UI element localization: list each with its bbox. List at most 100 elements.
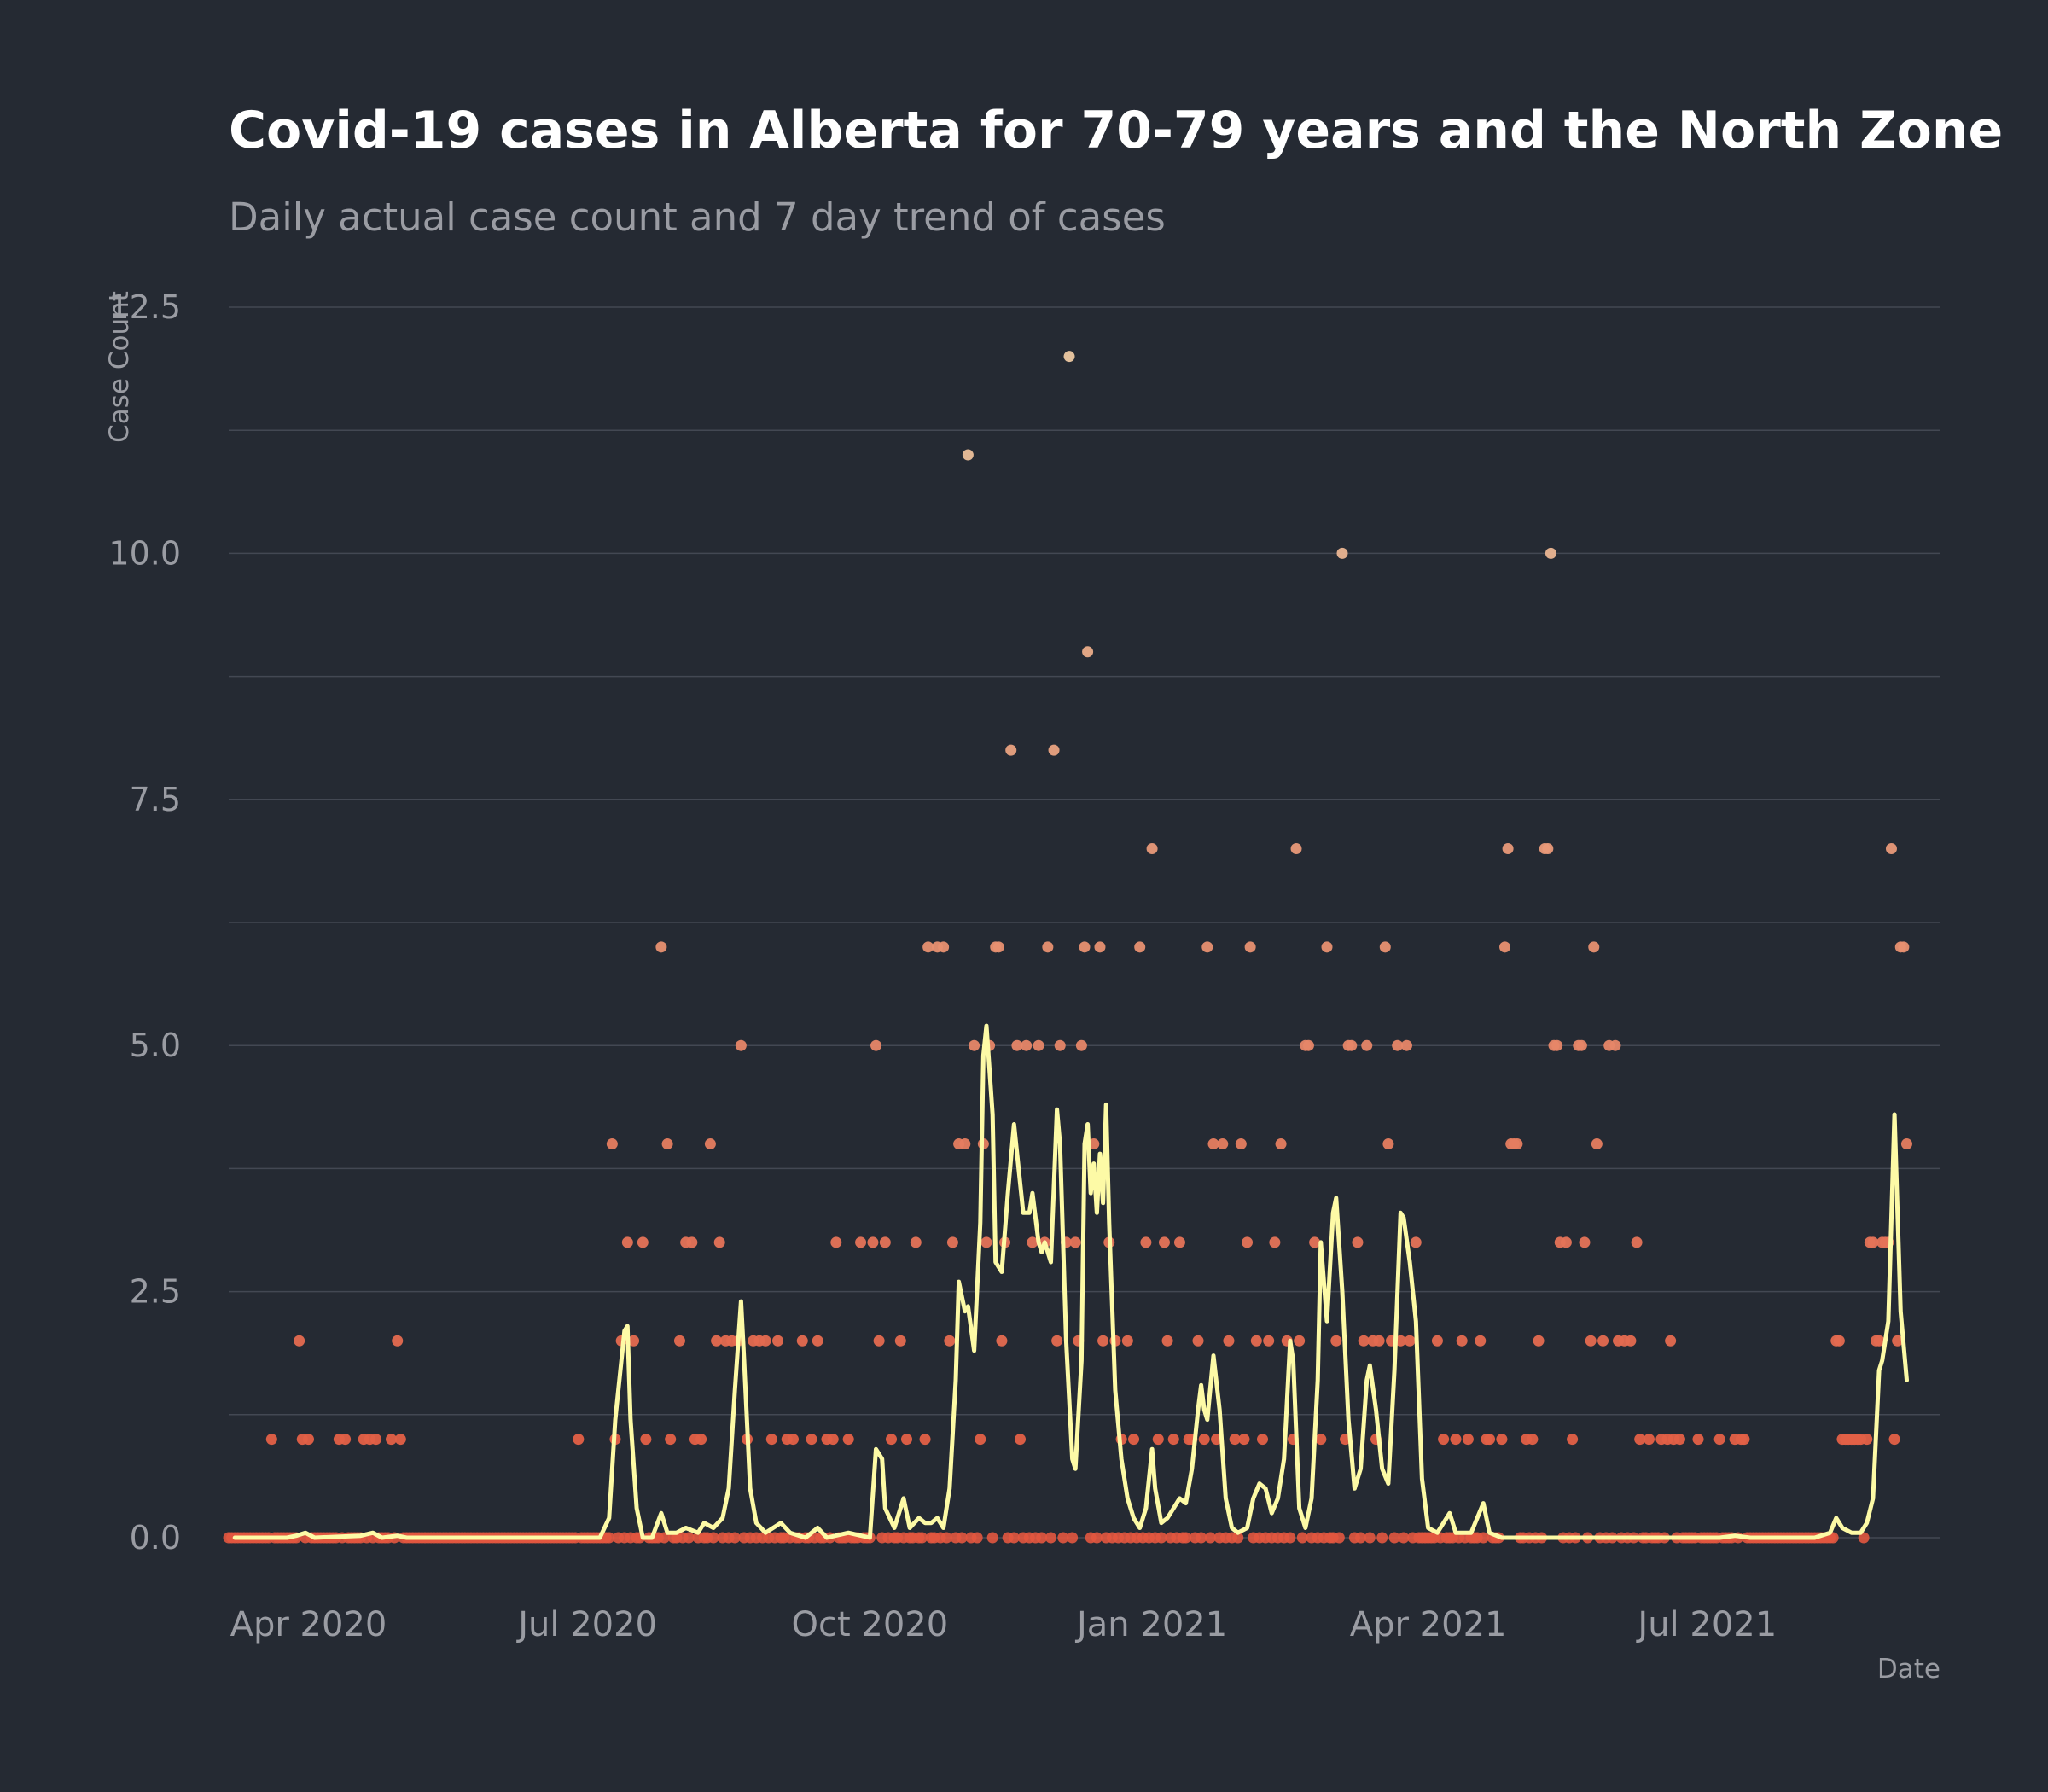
data-point (873, 1335, 885, 1347)
data-point (1475, 1335, 1487, 1347)
data-point (1346, 1039, 1358, 1051)
data-point (1198, 1434, 1210, 1446)
data-point (1867, 1236, 1879, 1248)
x-tick-label: Jul 2021 (1635, 1605, 1777, 1644)
data-point (971, 1532, 983, 1544)
data-point (1067, 1532, 1079, 1544)
data-point (1161, 1335, 1173, 1347)
data-point (640, 1434, 652, 1446)
data-point (772, 1335, 784, 1347)
chart-subtitle: Daily actual case count and 7 day trend … (229, 195, 1166, 240)
data-point (1591, 1138, 1603, 1150)
data-point (938, 941, 950, 953)
data-point (1643, 1434, 1655, 1446)
data-point (1634, 1434, 1646, 1446)
data-point (1155, 1532, 1167, 1544)
data-point (1858, 1532, 1870, 1544)
data-point (1484, 1434, 1496, 1446)
data-point (980, 1236, 992, 1248)
data-point (1201, 941, 1213, 953)
data-point (1410, 1236, 1422, 1248)
chart-title: Covid-19 cases in Alberta for 70-79 year… (229, 101, 2003, 160)
data-point (1673, 1434, 1685, 1446)
data-point (665, 1434, 677, 1446)
data-point (1079, 941, 1091, 953)
data-point (1364, 1532, 1376, 1544)
data-point (302, 1434, 314, 1446)
data-point (1631, 1236, 1643, 1248)
data-point (1861, 1434, 1873, 1446)
data-point (1027, 1236, 1039, 1248)
data-point (1196, 1532, 1207, 1544)
data-point (867, 1236, 879, 1248)
data-point (1542, 842, 1554, 854)
data-point (1134, 941, 1146, 953)
x-tick-label: Jul 2020 (515, 1605, 657, 1644)
data-point (1713, 1434, 1725, 1446)
data-point (1082, 646, 1094, 658)
data-point (1302, 1039, 1314, 1051)
data-point (1358, 1335, 1370, 1347)
data-point (1075, 1039, 1087, 1051)
data-point (1263, 1335, 1275, 1347)
data-point (944, 1335, 956, 1347)
data-point (830, 1236, 842, 1248)
data-point (1900, 1138, 1912, 1150)
data-point (1063, 351, 1075, 363)
data-point (1294, 1335, 1306, 1347)
data-point (1167, 1434, 1179, 1446)
data-point (1008, 1532, 1020, 1544)
x-tick-label: Oct 2020 (792, 1605, 949, 1644)
data-point (1352, 1236, 1364, 1248)
data-point (1388, 1532, 1400, 1544)
data-point (655, 941, 667, 953)
data-point (637, 1236, 649, 1248)
data-point (1173, 1236, 1185, 1248)
data-point (879, 1236, 891, 1248)
data-point (1128, 1434, 1140, 1446)
data-point (658, 1532, 670, 1544)
data-point (1885, 842, 1897, 854)
y-axis-ticks: 0.0 2.5 5.0 7.5 10.0 12.5 (108, 288, 181, 1556)
x-tick-label: Apr 2020 (230, 1605, 387, 1644)
data-point (683, 1532, 695, 1544)
y-tick-label: 5.0 (130, 1027, 181, 1064)
data-point (1376, 1532, 1388, 1544)
data-point (900, 1434, 912, 1446)
data-point (340, 1434, 352, 1446)
x-axis-ticks: Apr 2020 Jul 2020 Oct 2020 Jan 2021 Apr 2021… (230, 1605, 1777, 1644)
data-point (940, 1532, 952, 1544)
data-point (1051, 1335, 1063, 1347)
data-point (695, 1434, 707, 1446)
data-point (1579, 1236, 1591, 1248)
data-point (759, 1335, 771, 1347)
data-point (1567, 1434, 1579, 1446)
data-point (1180, 1532, 1192, 1544)
data-point (1284, 1532, 1296, 1544)
data-point (1609, 1039, 1621, 1051)
data-point (910, 1236, 922, 1248)
data-point (1560, 1236, 1572, 1248)
data-point (1192, 1335, 1204, 1347)
data-point (1232, 1532, 1244, 1544)
x-axis-label: Date (1877, 1654, 1940, 1684)
trend-line-layer (232, 1023, 1909, 1540)
data-point (946, 1236, 958, 1248)
data-point (1011, 1039, 1023, 1051)
data-point (1438, 1434, 1450, 1446)
data-point (1204, 1532, 1216, 1544)
data-point (1069, 1236, 1081, 1248)
y-tick-label: 0.0 (130, 1519, 181, 1556)
data-point (992, 941, 1004, 953)
data-point (1873, 1335, 1885, 1347)
data-point (1692, 1434, 1704, 1446)
data-point (1333, 1532, 1345, 1544)
data-point (969, 1039, 980, 1051)
data-point (919, 1434, 931, 1446)
data-point (1091, 1532, 1103, 1544)
data-point (996, 1335, 1008, 1347)
data-point (735, 1039, 747, 1051)
data-point (1431, 1335, 1443, 1347)
data-point (787, 1434, 799, 1446)
